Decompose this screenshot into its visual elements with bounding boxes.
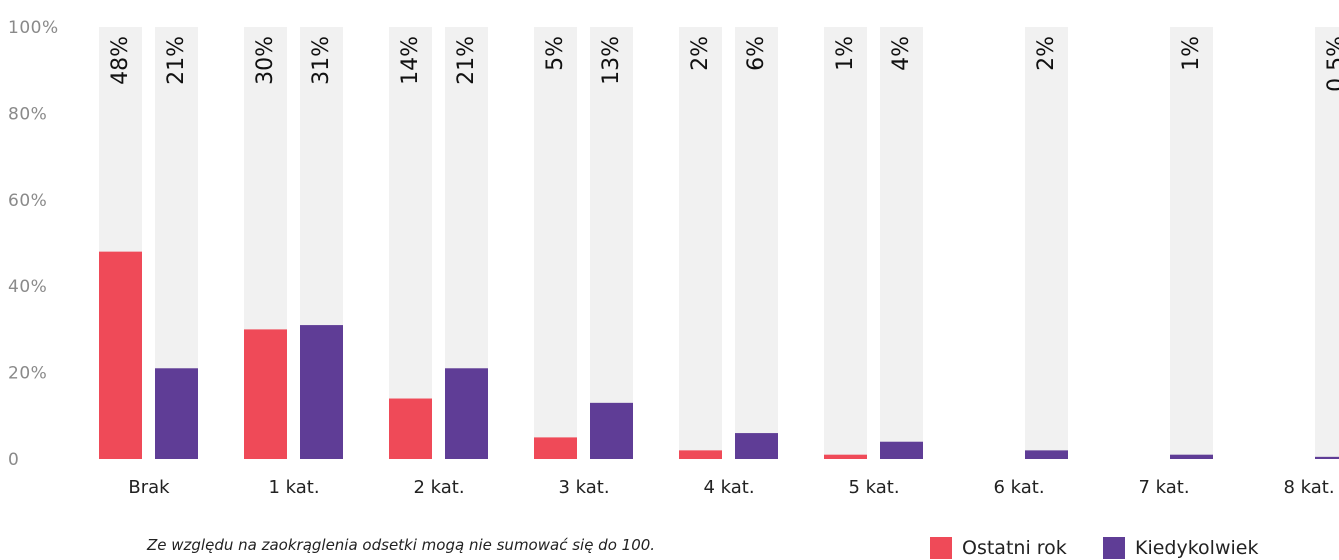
legend-swatch-kiedykolwiek [1103, 537, 1125, 559]
bar-ostatni-rok [824, 454, 867, 459]
x-tick-label: 3 kat. [558, 477, 609, 498]
bar-value-label: 13% [599, 36, 624, 85]
x-tick-label: 7 kat. [1138, 477, 1189, 498]
bar-track [1170, 27, 1213, 459]
x-tick-label: 6 kat. [993, 477, 1044, 498]
bar-kiedykolwiek [880, 441, 923, 459]
bar-value-label: 6% [744, 36, 769, 71]
legend-item-ostatni-rok: Ostatni rok [930, 536, 1067, 560]
bar-kiedykolwiek [590, 402, 633, 459]
bar-value-label: 1% [1179, 36, 1204, 71]
bar-value-label: 31% [309, 36, 334, 85]
y-tick-label: 100% [8, 18, 59, 38]
x-tick-label: 8 kat. [1283, 477, 1334, 498]
rounding-note: Ze względu na zaokrąglenia odsetki mogą … [147, 536, 656, 554]
bar-value-label: 2% [1034, 36, 1059, 71]
legend-label-ostatni-rok: Ostatni rok [962, 537, 1067, 559]
bar-kiedykolwiek [445, 368, 488, 459]
bar-kiedykolwiek [735, 433, 778, 459]
bar-ostatni-rok [534, 437, 577, 459]
bar-kiedykolwiek [300, 325, 343, 459]
bar-value-label: 2% [688, 36, 713, 71]
bar-track [389, 27, 432, 459]
bar-kiedykolwiek [155, 368, 198, 459]
x-tick-label: 4 kat. [703, 477, 754, 498]
bar-kiedykolwiek [1170, 454, 1213, 459]
bar-ostatni-rok [244, 329, 287, 459]
bar-track [534, 27, 577, 459]
bar-value-label: 21% [164, 36, 189, 85]
bar-ostatni-rok [389, 398, 432, 459]
legend-label-kiedykolwiek: Kiedykolwiek [1135, 537, 1259, 559]
bar-kiedykolwiek [1025, 450, 1068, 459]
bar-value-label: 21% [454, 36, 479, 85]
bar-track [1315, 27, 1339, 459]
y-tick-label: 40% [8, 277, 47, 297]
bar-kiedykolwiek [1315, 456, 1339, 459]
bar-track [679, 27, 722, 459]
bar-track [880, 27, 923, 459]
x-tick-label: 2 kat. [413, 477, 464, 498]
x-tick-label: Brak [128, 477, 170, 498]
legend-swatch-ostatni-rok [930, 537, 952, 559]
bar-value-label: 1% [833, 36, 858, 71]
x-tick-label: 1 kat. [268, 477, 319, 498]
bar-value-label: 14% [398, 36, 423, 85]
y-tick-label: 60% [8, 191, 47, 211]
bar-value-label: 0,5% [1324, 36, 1339, 92]
bar-ostatni-rok [99, 251, 142, 459]
y-tick-label: 20% [8, 364, 47, 384]
bar-value-label: 4% [889, 36, 914, 71]
y-tick-label: 0 [8, 450, 19, 470]
bar-track [824, 27, 867, 459]
x-tick-label: 5 kat. [848, 477, 899, 498]
y-tick-label: 80% [8, 104, 47, 124]
bar-ostatni-rok [679, 450, 722, 459]
bar-track [1025, 27, 1068, 459]
bar-track [590, 27, 633, 459]
legend-item-kiedykolwiek: Kiedykolwiek [1103, 536, 1258, 560]
bar-value-label: 30% [253, 36, 278, 85]
bar-track [735, 27, 778, 459]
bar-value-label: 48% [108, 36, 133, 85]
bar-value-label: 5% [543, 36, 568, 71]
